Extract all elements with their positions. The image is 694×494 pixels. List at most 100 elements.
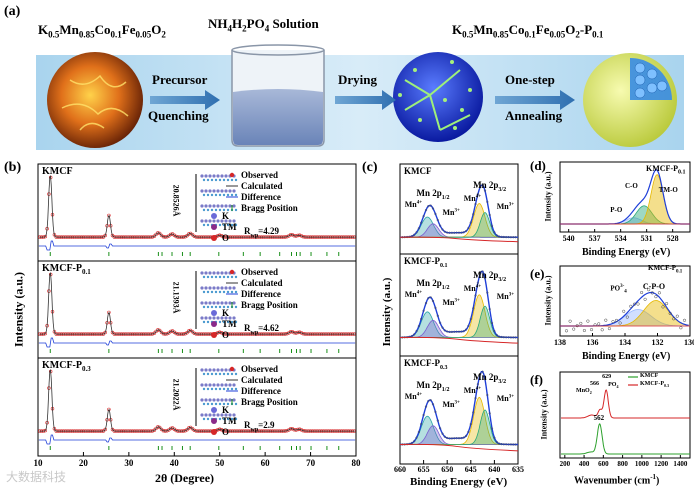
x-tick-label: 138 (554, 338, 566, 347)
observed-point (103, 233, 107, 238)
x-tick-label: 60 (260, 458, 270, 468)
lattice-atom (220, 286, 224, 290)
kmcf-p03-spectrum (561, 389, 690, 419)
legend-entry: Bragg Position (241, 300, 298, 310)
raw-point (469, 317, 472, 320)
raw-point (479, 272, 482, 275)
raw-point (486, 393, 489, 397)
lattice-atom (204, 286, 208, 290)
lattice-atom (216, 368, 220, 372)
lattice-atom (212, 204, 216, 208)
raw-point (493, 330, 496, 333)
panel-b-label: (b) (4, 160, 22, 175)
lattice-atom (212, 286, 216, 290)
raw-point (512, 236, 515, 239)
lattice-atom (234, 305, 238, 309)
raw-point (500, 235, 503, 238)
x-tick-label: 130 (684, 338, 694, 347)
subpanel-name: KMCF (42, 166, 73, 177)
lattice-atom (226, 193, 230, 197)
step-one-step: One-step (505, 72, 555, 87)
lattice-atom (216, 286, 220, 290)
peak-mno2: MnO2 (576, 388, 592, 396)
raw-point (497, 235, 501, 238)
lattice-atom (222, 223, 226, 227)
raw-point (448, 231, 451, 234)
mn3-label-left: Mn3+ (442, 400, 460, 409)
panel-f-raman: (f) Intensity (a.u.) Wavenumber (cm-1) 2… (530, 368, 694, 489)
lattice-atom (202, 305, 206, 309)
watermark: 大数据科技 (6, 470, 67, 484)
lattice-atom (216, 413, 220, 417)
mn4-label-right: Mn4+ (463, 194, 482, 203)
lattice-atom (214, 305, 218, 309)
panel-c-label: (c) (362, 160, 378, 175)
lattice-atom (216, 271, 220, 275)
rwp-value: Rwp=4.62 (244, 323, 280, 336)
raw-point (436, 314, 439, 317)
lattice-atom (224, 286, 228, 290)
mn3-label-left: Mn3+ (442, 298, 460, 307)
atom-o-marker (211, 235, 217, 241)
lattice-atom (214, 290, 218, 294)
raw-point (661, 305, 665, 309)
observed-point (185, 331, 189, 335)
raw-point (410, 441, 413, 445)
lattice-atom (234, 193, 238, 197)
raw-point (647, 288, 651, 292)
mn-2p12-label: Mn 2p1/2 (416, 188, 450, 201)
lattice-atom (232, 301, 236, 305)
background-line (399, 336, 519, 344)
x-tick-label: 134 (619, 338, 631, 347)
lattice-atom (210, 402, 214, 406)
lattice-atom (226, 417, 230, 421)
observed-point (185, 233, 189, 238)
raw-point (446, 330, 449, 333)
lattice-atom (200, 413, 204, 417)
lattice-atom (226, 275, 230, 279)
observed-point (43, 331, 47, 336)
lattice-atom (234, 208, 238, 212)
raw-point (469, 221, 472, 224)
lattice-atom (214, 193, 218, 197)
lattice-atom (212, 383, 216, 387)
raw-point (483, 277, 487, 280)
mn3-label-right: Mn3+ (496, 292, 515, 301)
raw-point (464, 328, 468, 331)
lattice-atom (216, 174, 220, 178)
lattice-atom (200, 398, 204, 402)
raw-point (422, 215, 425, 218)
lattice-atom (218, 275, 222, 279)
lattice-atom (220, 398, 224, 402)
lattice-atom (210, 305, 214, 309)
raw-point (479, 185, 482, 188)
fit-component (400, 216, 518, 238)
panel-b-xlabel: 2θ (Degree) (155, 471, 215, 485)
observed-point (107, 213, 111, 218)
lattice-atom (208, 189, 212, 193)
raw-point (505, 235, 508, 239)
x-tick-label: 660 (394, 465, 406, 474)
raw-point (448, 330, 451, 333)
arrow-2 (335, 90, 396, 110)
formula-right: K0.5Mn0.85Co0.1Fe0.05O2-P0.1 (452, 22, 604, 40)
lattice-atom (200, 316, 204, 320)
raw-point (420, 221, 423, 224)
lattice-atom (234, 275, 238, 279)
lattice-atom (204, 301, 208, 305)
raw-point (462, 436, 465, 439)
x-tick-label: 640 (488, 465, 501, 474)
observed-point (107, 310, 111, 315)
lattice-atom (226, 372, 230, 376)
panel-e-label: (e) (530, 266, 545, 281)
legend-observed-marker (229, 269, 235, 275)
raw-point (438, 427, 442, 430)
lattice-atom (230, 417, 234, 421)
atom-o-marker (211, 429, 217, 435)
panel-c-ylabel: Intensity (a.u.) (381, 277, 393, 347)
legend-entry: Observed (241, 170, 278, 180)
annealed-sphere (583, 53, 677, 147)
raw-point (629, 304, 633, 308)
x-tick-label: 1200 (654, 460, 669, 468)
lattice-atom (222, 290, 226, 294)
